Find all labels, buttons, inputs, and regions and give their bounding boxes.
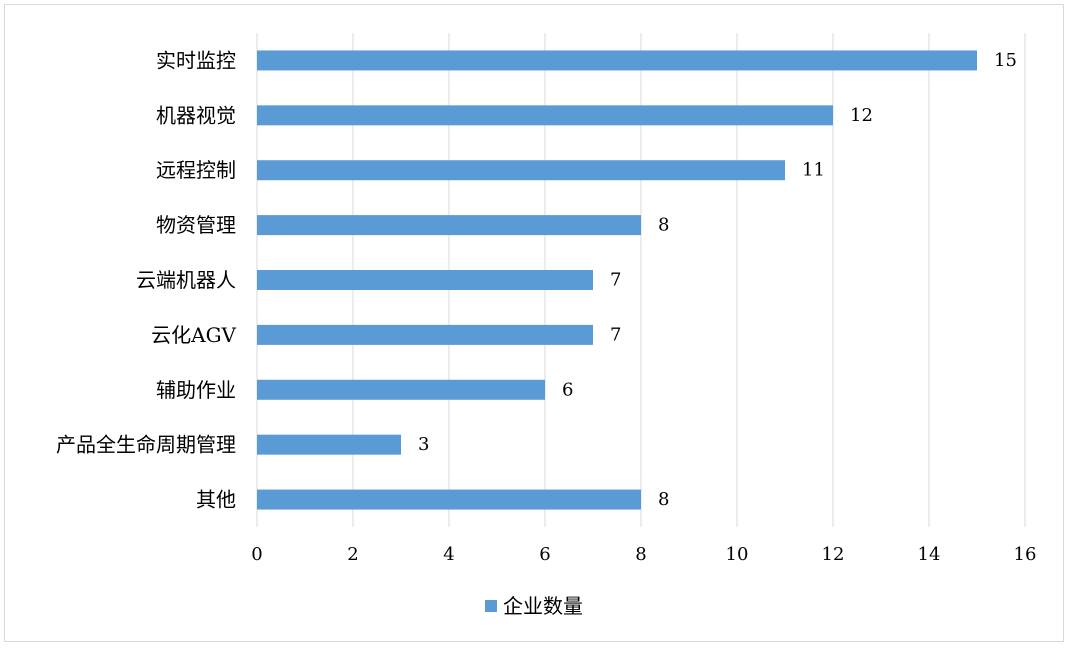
bar bbox=[257, 434, 401, 455]
x-tick-label: 2 bbox=[347, 544, 358, 565]
data-label: 3 bbox=[418, 434, 429, 455]
data-label: 8 bbox=[658, 215, 669, 236]
x-tick-label: 10 bbox=[726, 544, 749, 565]
legend: 企业数量 bbox=[485, 594, 583, 618]
data-label: 15 bbox=[994, 50, 1017, 71]
data-label: 7 bbox=[610, 324, 621, 345]
value-labels: 15 12 11 8 7 7 6 3 8 bbox=[418, 50, 1017, 510]
bar bbox=[257, 215, 641, 236]
category-label: 实时监控 bbox=[156, 48, 236, 72]
bar bbox=[257, 270, 593, 290]
x-tick-label: 14 bbox=[918, 544, 941, 565]
x-tick-label: 4 bbox=[443, 544, 454, 565]
chart-frame bbox=[4, 4, 1064, 642]
data-label: 7 bbox=[610, 270, 621, 291]
legend-label: 企业数量 bbox=[503, 594, 583, 618]
category-label: 云端机器人 bbox=[136, 268, 236, 292]
bar-series bbox=[257, 50, 977, 510]
bar bbox=[257, 324, 593, 345]
category-label: 机器视觉 bbox=[156, 103, 236, 127]
x-tick-label: 6 bbox=[539, 544, 550, 565]
x-tick-label: 12 bbox=[822, 544, 845, 565]
x-tick-label: 0 bbox=[251, 544, 262, 565]
category-label: 其他 bbox=[196, 488, 236, 512]
x-tick-label: 8 bbox=[635, 544, 646, 565]
bar bbox=[257, 50, 977, 71]
bar bbox=[257, 489, 641, 510]
x-tick-label: 16 bbox=[1014, 544, 1037, 565]
category-label: 辅助作业 bbox=[156, 378, 236, 402]
data-label: 8 bbox=[658, 489, 669, 510]
category-label: 物资管理 bbox=[156, 213, 236, 237]
bar bbox=[257, 379, 545, 400]
legend-swatch bbox=[485, 600, 497, 612]
bar bbox=[257, 160, 785, 181]
category-label: 产品全生命周期管理 bbox=[56, 433, 236, 457]
data-label: 12 bbox=[850, 105, 873, 126]
x-axis-tick-labels: 0 2 4 6 8 10 12 14 16 bbox=[251, 544, 1036, 565]
data-label: 11 bbox=[802, 160, 825, 181]
bar bbox=[257, 105, 833, 126]
category-label: 远程控制 bbox=[156, 158, 236, 182]
data-label: 6 bbox=[562, 379, 573, 400]
category-label: 云化AGV bbox=[151, 323, 236, 347]
